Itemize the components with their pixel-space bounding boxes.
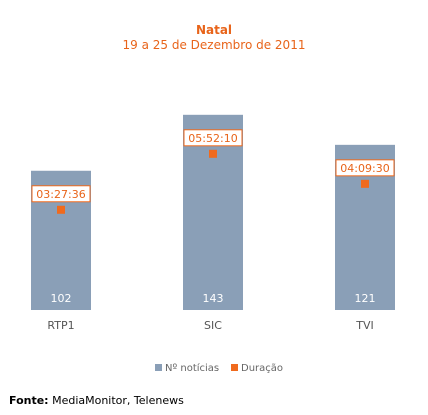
duration-marker: [57, 205, 65, 214]
bar-value-label: 102: [51, 292, 72, 305]
chart-title: Natal: [196, 23, 232, 37]
plot-area: 102 03:27:36 RTP1 143 05:52:10 SIC 121 04:09:30…: [31, 114, 395, 332]
x-tick-label: TVI: [355, 319, 374, 332]
bar-value-label: 121: [355, 292, 376, 305]
duration-label: 03:27:36: [36, 188, 85, 201]
bar: [183, 114, 243, 311]
source-text: MediaMonitor, Telenews: [52, 394, 184, 407]
legend-label-noticias: Nº notícias: [165, 362, 219, 374]
source-label: Fonte:: [9, 394, 49, 407]
legend-label-duracao: Duração: [241, 363, 283, 374]
legend: Nº notícias Duração: [155, 362, 283, 374]
chart-subtitle: 19 a 25 de Dezembro de 2011: [123, 38, 306, 52]
legend-swatch-duracao: [231, 364, 238, 371]
duration-label: 04:09:30: [340, 162, 389, 175]
duration-label: 05:52:10: [188, 132, 237, 145]
source-footer: Fonte: MediaMonitor, Telenews: [9, 394, 184, 407]
duration-label-box: [183, 129, 243, 147]
chart-svg: Natal 19 a 25 de Dezembro de 2011 102 03:…: [31, 23, 395, 374]
bar-value-label: 143: [203, 292, 224, 305]
x-tick-label: RTP1: [47, 319, 74, 332]
duration-label-box: [335, 159, 395, 177]
duration-label-box: [31, 185, 91, 203]
duration-marker: [361, 179, 369, 188]
legend-swatch-noticias: [155, 364, 162, 371]
duration-marker: [209, 149, 217, 158]
x-tick-label: SIC: [204, 319, 222, 332]
